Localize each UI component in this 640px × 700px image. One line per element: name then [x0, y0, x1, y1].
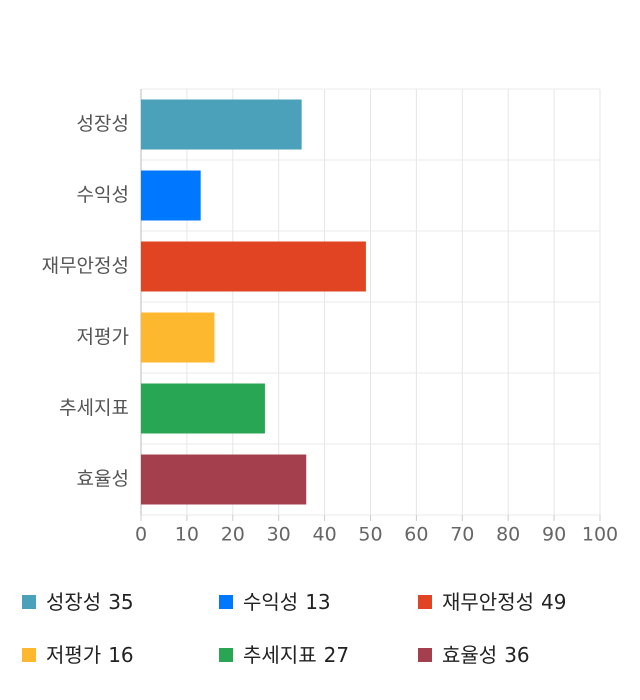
x-tick-label: 30 [267, 524, 291, 546]
x-tick-label: 70 [450, 524, 474, 546]
legend-label: 저평가 16 [46, 643, 134, 667]
legend-swatch [418, 595, 432, 609]
x-tick-label: 20 [221, 524, 245, 546]
x-tick-label: 100 [582, 524, 618, 546]
y-tick-label: 수익성 [77, 184, 129, 206]
legend-name: 효율성 [442, 643, 497, 667]
legend-label: 수익성 13 [243, 590, 331, 614]
legend-swatch [22, 595, 36, 609]
legend-name: 추세지표 [243, 643, 317, 667]
x-tick-label: 80 [496, 524, 520, 546]
legend-value: 49 [541, 590, 566, 614]
y-tick-label: 성장성 [77, 113, 129, 135]
bar [141, 454, 307, 505]
legend-label: 효율성 36 [442, 643, 530, 667]
bar [141, 312, 215, 363]
x-tick-label: 90 [542, 524, 566, 546]
legend-label: 추세지표 27 [243, 643, 349, 667]
x-tick-label: 50 [358, 524, 382, 546]
bar [141, 383, 265, 434]
legend-value: 36 [504, 643, 529, 667]
legend-swatch [219, 648, 233, 662]
legend-value: 16 [108, 643, 133, 667]
bar [141, 99, 302, 150]
y-tick-label: 재무안정성 [42, 255, 129, 277]
legend-name: 저평가 [46, 643, 101, 667]
x-tick-label: 10 [175, 524, 199, 546]
bar [141, 170, 201, 221]
x-tick-label: 0 [135, 524, 147, 546]
legend-swatch [22, 648, 36, 662]
legend-name: 성장성 [46, 590, 101, 614]
y-tick-label: 효율성 [77, 468, 129, 490]
legend-value: 27 [324, 643, 349, 667]
legend-value: 35 [108, 590, 133, 614]
legend-label: 성장성 35 [46, 590, 134, 614]
x-tick-label: 60 [404, 524, 428, 546]
y-tick-label: 추세지표 [59, 397, 129, 419]
legend-name: 재무안정성 [442, 590, 534, 614]
bar [141, 241, 366, 292]
legend-label: 재무안정성 49 [442, 590, 566, 614]
legend-name: 수익성 [243, 590, 298, 614]
legend-swatch [219, 595, 233, 609]
legend-swatch [418, 648, 432, 662]
legend-value: 13 [305, 590, 330, 614]
x-tick-label: 40 [313, 524, 337, 546]
y-tick-label: 저평가 [77, 326, 129, 348]
